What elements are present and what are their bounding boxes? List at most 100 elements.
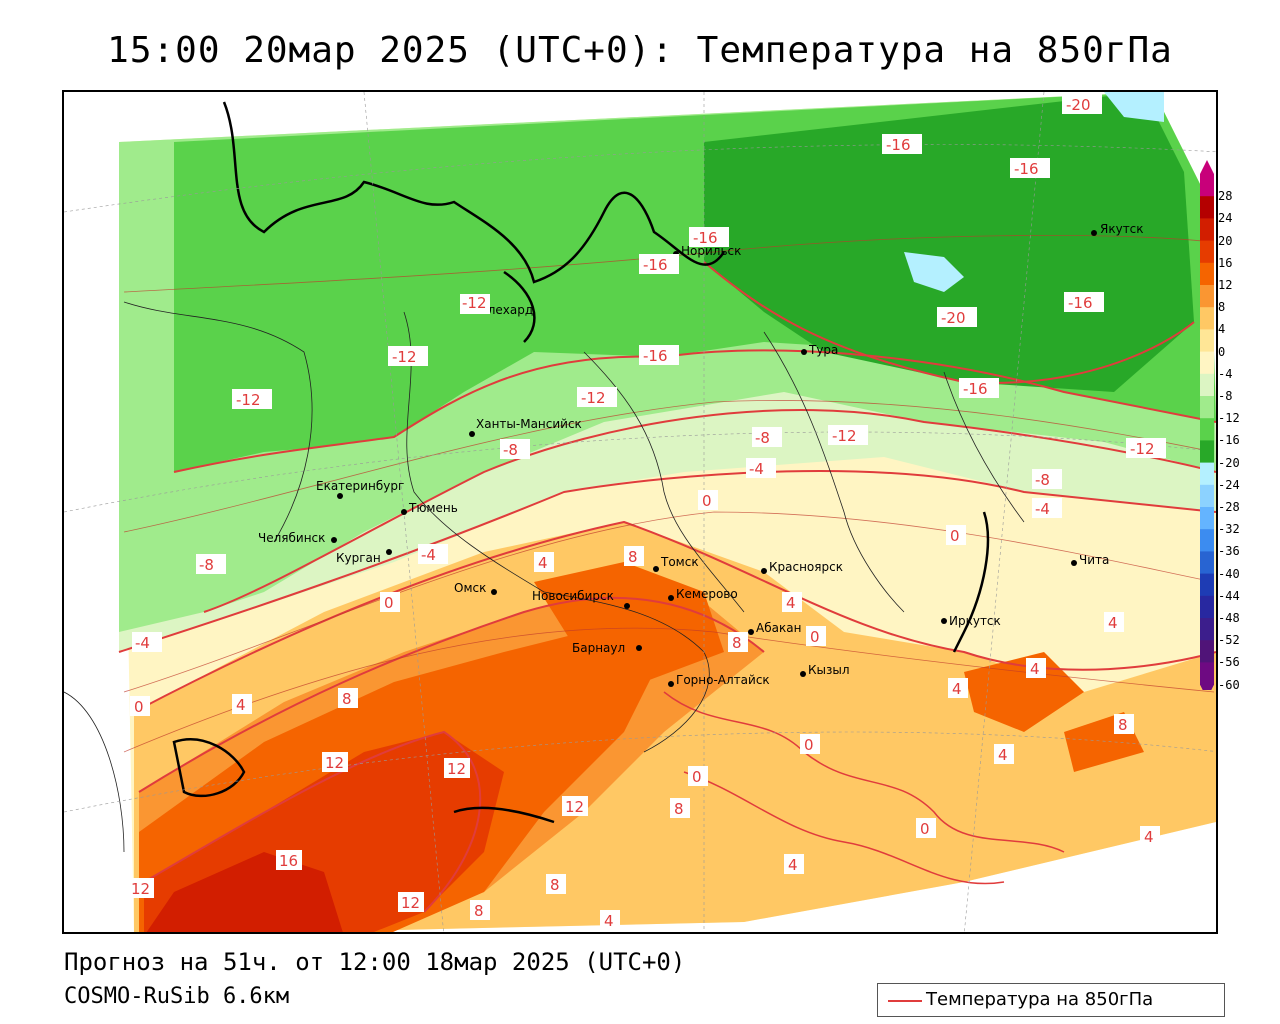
label-8-b: 8 (728, 632, 748, 652)
svg-text:8: 8 (674, 800, 684, 818)
label-8-g: 8 (470, 900, 490, 920)
svg-text:4: 4 (1108, 614, 1118, 632)
label-0-e: 0 (130, 696, 150, 716)
scale-tick-label: 0 (1218, 344, 1226, 359)
label-n16-e: -16 (1064, 292, 1104, 312)
label-n16-a: -16 (882, 134, 922, 154)
label-n16-d: -16 (639, 254, 679, 274)
svg-text:-4: -4 (421, 546, 436, 564)
scale-swatch (1200, 551, 1214, 575)
svg-text:-12: -12 (392, 348, 417, 366)
forecast-info: Прогноз на 51ч. от 12:00 18мар 2025 (UTC… (64, 948, 686, 976)
svg-text:-12: -12 (236, 391, 261, 409)
svg-text:-20: -20 (941, 309, 966, 327)
svg-text:-12: -12 (581, 389, 606, 407)
label-n8-b: -8 (752, 427, 782, 447)
contour-labels: -20 -16 -16 -16 -16 -20 -16 -16 -16 -12 … (128, 94, 1166, 930)
scale-swatch (1200, 329, 1214, 353)
city-kemerovo: Кемерово (668, 587, 738, 601)
svg-text:4: 4 (788, 856, 798, 874)
svg-text:Норильск: Норильск (681, 244, 741, 258)
city-gorno-altaysk: Горно-Алтайск (668, 673, 770, 687)
label-0-f: 0 (800, 734, 820, 754)
label-n8-d: -8 (196, 554, 226, 574)
temperature-map[interactable]: Салехард Норильск Якутск Тура Ханты-Манс… (62, 90, 1218, 934)
svg-text:4: 4 (604, 912, 614, 930)
scale-tick-label: -32 (1218, 522, 1240, 537)
scale-tick-label: -40 (1218, 566, 1240, 581)
label-n12-c: -12 (577, 387, 617, 407)
label-n12-f: -12 (460, 294, 490, 314)
city-krasnoyarsk: Красноярск (761, 560, 843, 574)
scale-tick-label: -44 (1218, 588, 1240, 603)
scale-arrow-top (1200, 160, 1214, 174)
scale-tick-label: -4 (1218, 366, 1233, 381)
svg-text:Тура: Тура (808, 343, 838, 357)
svg-text:Ханты-Мансийск: Ханты-Мансийск (476, 417, 582, 431)
temperature-fill (119, 92, 1216, 932)
label-12-c: 12 (562, 796, 588, 816)
city-tura: Тура (801, 343, 838, 357)
legend-label: Температура на 850гПа (926, 989, 1154, 1010)
svg-text:4: 4 (1144, 828, 1154, 846)
label-n12-a: -12 (388, 346, 428, 366)
label-0-c: 0 (380, 592, 400, 612)
svg-text:4: 4 (1030, 660, 1040, 678)
scale-arrow-bottom (1200, 684, 1214, 690)
label-n20-a: -20 (1062, 94, 1102, 114)
scale-swatch (1200, 373, 1214, 397)
svg-text:0: 0 (920, 820, 930, 838)
svg-text:Абакан: Абакан (756, 621, 801, 635)
svg-text:Иркутск: Иркутск (949, 614, 1001, 628)
svg-text:-16: -16 (643, 256, 668, 274)
svg-text:12: 12 (401, 894, 420, 912)
svg-text:-8: -8 (199, 556, 214, 574)
label-8-d: 8 (1114, 714, 1134, 734)
svg-text:4: 4 (538, 554, 548, 572)
label-12-b: 12 (444, 758, 470, 778)
scale-tick-label: -60 (1218, 677, 1240, 692)
svg-text:-8: -8 (755, 429, 770, 447)
svg-text:-12: -12 (462, 294, 487, 312)
label-8-c: 8 (338, 688, 358, 708)
city-khanty-mansiysk: Ханты-Мансийск (469, 417, 582, 437)
scale-tick-label: -52 (1218, 633, 1240, 648)
city-novosibirsk: Новосибирск (532, 589, 630, 609)
svg-text:-4: -4 (749, 460, 764, 478)
svg-text:-4: -4 (135, 634, 150, 652)
scale-swatch (1200, 618, 1214, 641)
svg-text:4: 4 (786, 594, 796, 612)
scale-swatch (1200, 396, 1214, 419)
scale-tick-label: -12 (1218, 411, 1240, 426)
scale-tick-label: 8 (1218, 300, 1226, 315)
city-kurgan: Курган (336, 549, 392, 565)
scale-swatch (1200, 196, 1214, 219)
svg-text:-16: -16 (963, 380, 988, 398)
scale-tick-label: 28 (1218, 189, 1233, 204)
scale-swatch (1200, 507, 1214, 530)
city-barnaul: Барнаул (572, 641, 642, 655)
svg-text:12: 12 (325, 754, 344, 772)
label-4-h: 4 (1140, 826, 1160, 846)
label-n16-g: -16 (959, 378, 999, 398)
label-4-f: 4 (948, 678, 968, 698)
scale-swatch (1200, 307, 1214, 330)
scale-swatch (1200, 218, 1214, 242)
label-8-f: 8 (546, 874, 566, 894)
scale-tick-label: -36 (1218, 544, 1240, 559)
svg-text:-12: -12 (832, 427, 857, 445)
scale-tick-label: 16 (1218, 255, 1233, 270)
legend-line-swatch (888, 1000, 922, 1002)
svg-text:Тюмень: Тюмень (408, 501, 458, 515)
label-n4-c: -4 (418, 544, 448, 564)
label-n16-b: -16 (1010, 158, 1050, 178)
map-canvas: Салехард Норильск Якутск Тура Ханты-Манс… (64, 92, 1216, 932)
legend: Температура на 850гПа (877, 983, 1225, 1017)
label-n12-e: -12 (1126, 438, 1166, 458)
label-n16-c: -16 (689, 227, 729, 247)
scale-swatch (1200, 351, 1214, 375)
svg-text:4: 4 (236, 696, 246, 714)
city-abakan: Абакан (748, 621, 801, 635)
label-n8-a: -8 (500, 439, 530, 459)
svg-text:8: 8 (550, 876, 560, 894)
